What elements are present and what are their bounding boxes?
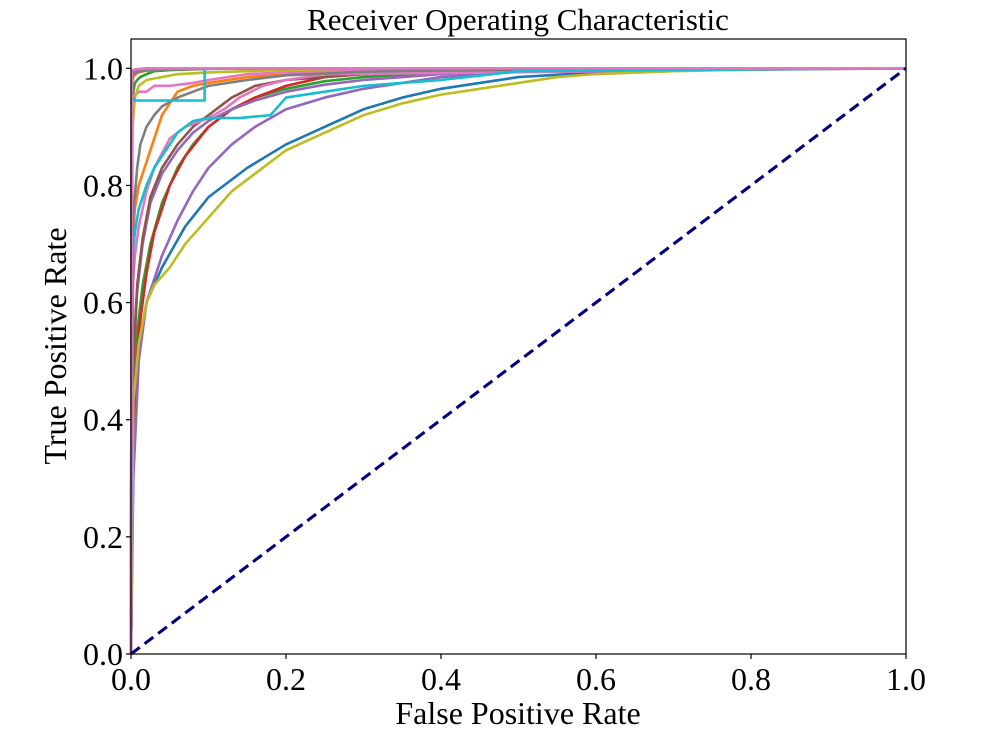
y-tick-label: 0.8	[83, 167, 123, 203]
roc-series-line-12	[129, 66, 907, 655]
x-tick-label: 0.2	[266, 661, 306, 697]
y-tick-label: 0.4	[83, 402, 123, 438]
y-axis-label: True Positive Rate	[37, 227, 73, 464]
x-tick-label: 0.0	[111, 661, 151, 697]
axis-ticks: 0.0 0.2 0.4 0.6 0.8 1.0 0.0 0.2 0.4 0.6 0.8 1.0	[83, 50, 926, 697]
x-tick-label: 0.8	[731, 661, 771, 697]
x-tick-label: 0.4	[421, 661, 461, 697]
x-tick-label: 1.0	[886, 661, 926, 697]
roc-series-line-19	[129, 66, 906, 655]
roc-series-line-14	[129, 66, 907, 655]
y-tick-label: 1.0	[83, 50, 123, 86]
x-tick-label: 0.6	[576, 661, 616, 697]
y-tick-label: 0.2	[83, 519, 123, 555]
roc-series-line-8	[129, 66, 907, 655]
chart-title: Receiver Operating Characteristic	[307, 2, 729, 37]
y-tick-label: 0.6	[83, 285, 123, 321]
axes-frame	[130, 38, 907, 655]
plot-area	[129, 66, 907, 656]
y-tick-label: 0.0	[83, 636, 123, 672]
chance-diagonal-line	[130, 67, 907, 656]
roc-series-line-11	[129, 66, 907, 655]
x-axis-label: False Positive Rate	[395, 695, 640, 731]
